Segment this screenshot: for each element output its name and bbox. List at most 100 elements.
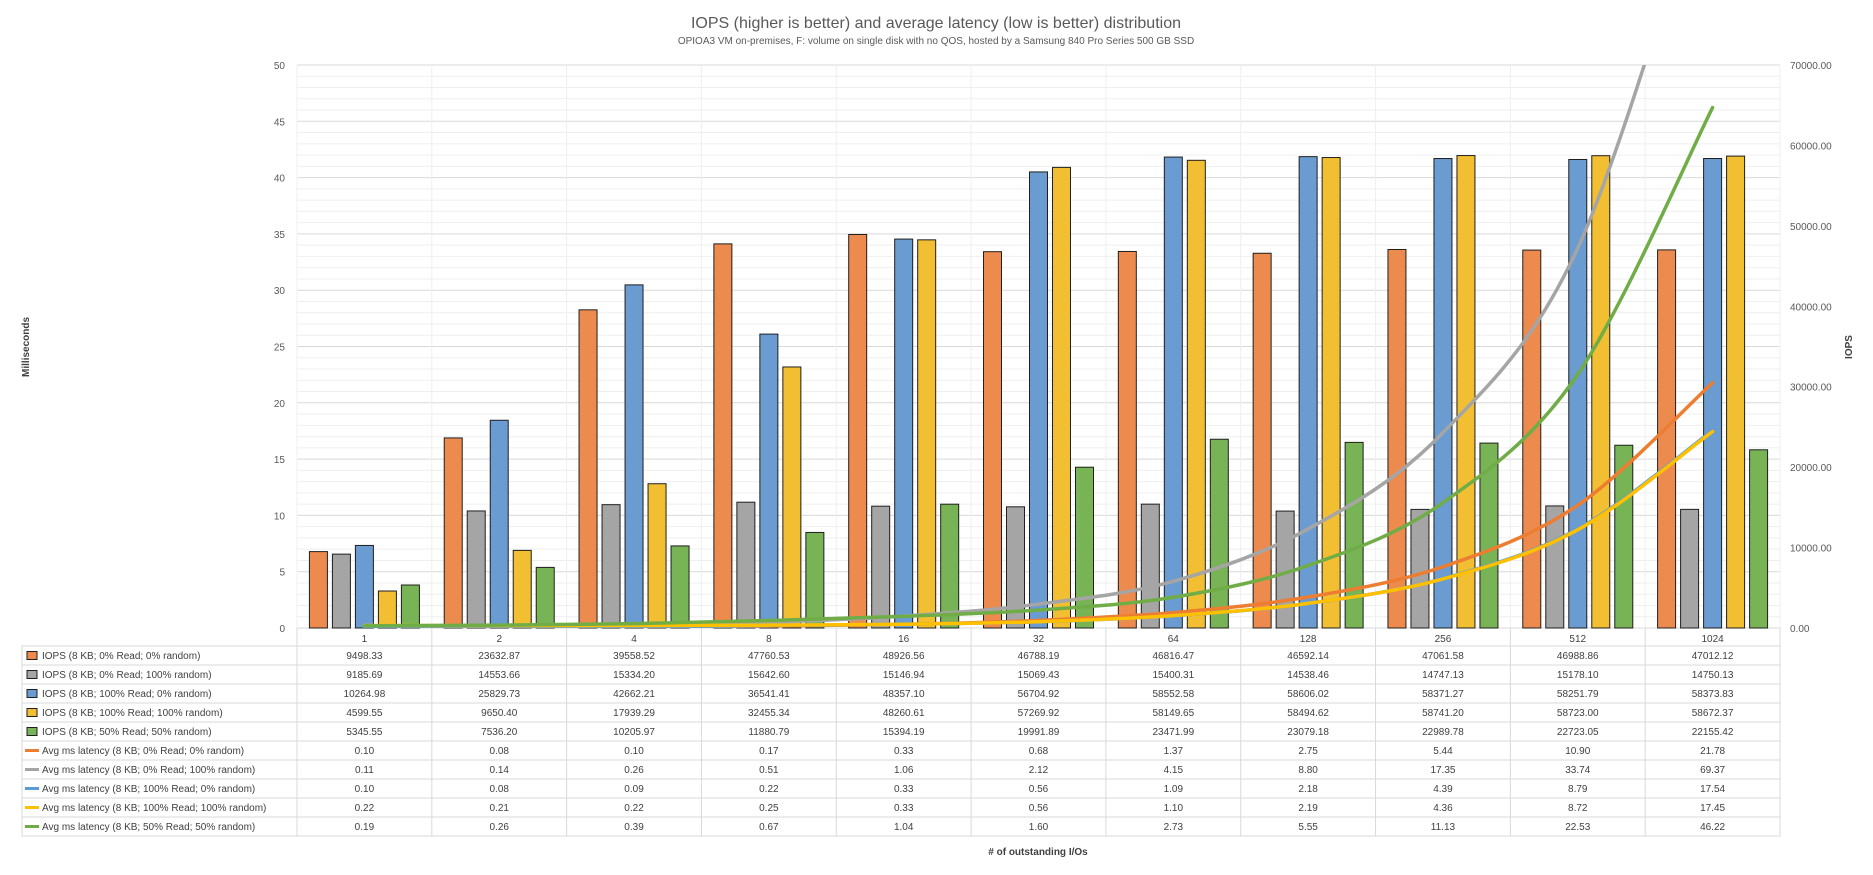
- legend-label: IOPS (8 KB; 0% Read; 0% random): [42, 651, 200, 662]
- line-series-group: [362, 65, 1715, 628]
- table-cell: 58371.27: [1422, 689, 1464, 700]
- legend-label: Avg ms latency (8 KB; 100% Read; 100% ra…: [42, 803, 266, 814]
- bar: [1456, 155, 1476, 629]
- category-label: 1024: [1701, 634, 1724, 645]
- table-cell: 0.19: [355, 822, 375, 833]
- bar: [647, 483, 667, 629]
- left-tick-label: 40: [274, 174, 286, 185]
- bar: [1726, 155, 1746, 629]
- table-cell: 2.73: [1164, 822, 1184, 833]
- bar: [1657, 249, 1677, 629]
- table-cell: 33.74: [1565, 765, 1590, 776]
- table-cell: 0.56: [1029, 803, 1049, 814]
- table-cell: 22989.78: [1422, 727, 1464, 738]
- table-cell: 58741.20: [1422, 708, 1464, 719]
- y-axis-left-title: Milliseconds: [21, 317, 32, 377]
- table-cell: 46988.86: [1557, 651, 1599, 662]
- bar: [1052, 166, 1071, 629]
- latency-line: [362, 105, 1715, 628]
- table-cell: 5345.55: [346, 727, 383, 738]
- table-cell: 0.14: [489, 765, 509, 776]
- table-cell: 23471.99: [1152, 727, 1194, 738]
- table-cell: 8.79: [1568, 784, 1588, 795]
- table-cell: 10205.97: [613, 727, 655, 738]
- table-cell: 1.37: [1164, 746, 1184, 757]
- table-cell: 56704.92: [1018, 689, 1060, 700]
- table-cell: 2.18: [1298, 784, 1318, 795]
- table-cell: 15069.43: [1018, 670, 1060, 681]
- bar: [1006, 506, 1025, 629]
- bar: [354, 544, 374, 629]
- table-cell: 15394.19: [883, 727, 925, 738]
- table-cell: 58149.65: [1152, 708, 1194, 719]
- table-cell: 19991.89: [1018, 727, 1060, 738]
- table-cell: 9185.69: [346, 670, 383, 681]
- right-axis-ticks: 0.00 10000.00 20000.00 30000.00 40000.00 5000…: [1790, 61, 1832, 635]
- legend-key: [26, 670, 38, 679]
- table-cell: 0.22: [624, 803, 644, 814]
- chart-title: IOPS (higher is better) and average late…: [691, 15, 1181, 32]
- bar: [848, 233, 868, 629]
- table-cell: 0.25: [759, 803, 779, 814]
- table-cell: 46592.14: [1287, 651, 1329, 662]
- bar: [917, 239, 937, 629]
- table-cell: 0.67: [759, 822, 779, 833]
- bar: [805, 531, 825, 629]
- bar: [983, 251, 1002, 629]
- table-cell: 4.36: [1433, 803, 1453, 814]
- left-tick-label: 10: [274, 511, 286, 522]
- table-cell: 48926.56: [883, 651, 925, 662]
- table-cell: 4599.55: [346, 708, 383, 719]
- table-cell: 0.08: [489, 784, 509, 795]
- category-label: 4: [631, 634, 637, 645]
- table-cell: 17.45: [1700, 803, 1725, 814]
- table-cell: 25829.73: [478, 689, 520, 700]
- table-cell: 58606.02: [1287, 689, 1329, 700]
- right-tick-label: 40000.00: [1790, 302, 1832, 313]
- bar: [377, 590, 397, 629]
- y-axis-right-title: IOPS: [1844, 335, 1855, 359]
- table-cell: 17.35: [1430, 765, 1455, 776]
- table-cell: 57269.92: [1018, 708, 1060, 719]
- table-cell: 5.44: [1433, 746, 1453, 757]
- table-cell: 58251.79: [1557, 689, 1599, 700]
- category-label: 32: [1033, 634, 1045, 645]
- left-tick-label: 50: [274, 61, 286, 72]
- bar: [1186, 159, 1206, 629]
- table-cell: 11880.79: [748, 727, 789, 738]
- table-cell: 0.26: [624, 765, 644, 776]
- table-cell: 46.22: [1700, 822, 1725, 833]
- legend-label: IOPS (8 KB; 0% Read; 100% random): [42, 670, 212, 681]
- bar: [782, 366, 802, 629]
- bar: [466, 510, 486, 629]
- table-cell: 8.72: [1568, 803, 1588, 814]
- bar: [1029, 171, 1048, 629]
- table-cell: 0.68: [1029, 746, 1049, 757]
- category-label: 8: [766, 634, 772, 645]
- table-cell: 58494.62: [1287, 708, 1329, 719]
- table-cell: 15178.10: [1557, 670, 1599, 681]
- legend-key: [26, 651, 38, 660]
- table-cell: 5.55: [1298, 822, 1318, 833]
- table-cell: 4.15: [1164, 765, 1184, 776]
- bar: [1298, 156, 1318, 629]
- category-label: 64: [1168, 634, 1180, 645]
- table-cell: 0.33: [894, 784, 914, 795]
- bar: [624, 284, 644, 629]
- bar: [1075, 466, 1094, 629]
- bar: [535, 566, 555, 629]
- left-tick-label: 0: [279, 624, 285, 635]
- bar: [1703, 158, 1723, 629]
- bar: [601, 504, 621, 629]
- table-cell: 23079.18: [1287, 727, 1329, 738]
- table-cell: 0.33: [894, 803, 914, 814]
- bar: [1321, 157, 1341, 629]
- right-tick-label: 70000.00: [1790, 61, 1832, 72]
- right-tick-label: 20000.00: [1790, 463, 1832, 474]
- table-cell: 1.06: [894, 765, 914, 776]
- right-tick-label: 30000.00: [1790, 383, 1832, 394]
- table-cell: 0.10: [355, 746, 375, 757]
- bar: [400, 584, 420, 629]
- table-cell: 2.75: [1298, 746, 1318, 757]
